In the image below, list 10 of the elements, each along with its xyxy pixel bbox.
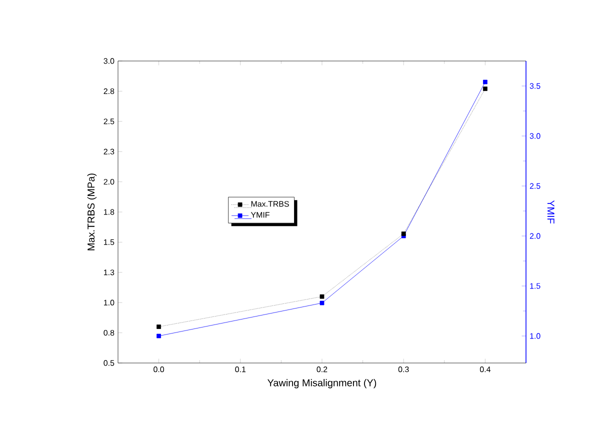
point xyxy=(156,334,161,338)
point xyxy=(483,86,488,91)
point xyxy=(320,300,324,306)
y2-axis-title: YMIF xyxy=(547,200,554,224)
point xyxy=(156,324,161,329)
x-axis-title: Yawing Misalignment (Y) xyxy=(267,379,376,388)
point xyxy=(483,80,488,84)
point xyxy=(320,294,324,299)
y-axis-title: Max.TRBS (MPa) xyxy=(87,174,97,250)
point xyxy=(401,232,406,236)
